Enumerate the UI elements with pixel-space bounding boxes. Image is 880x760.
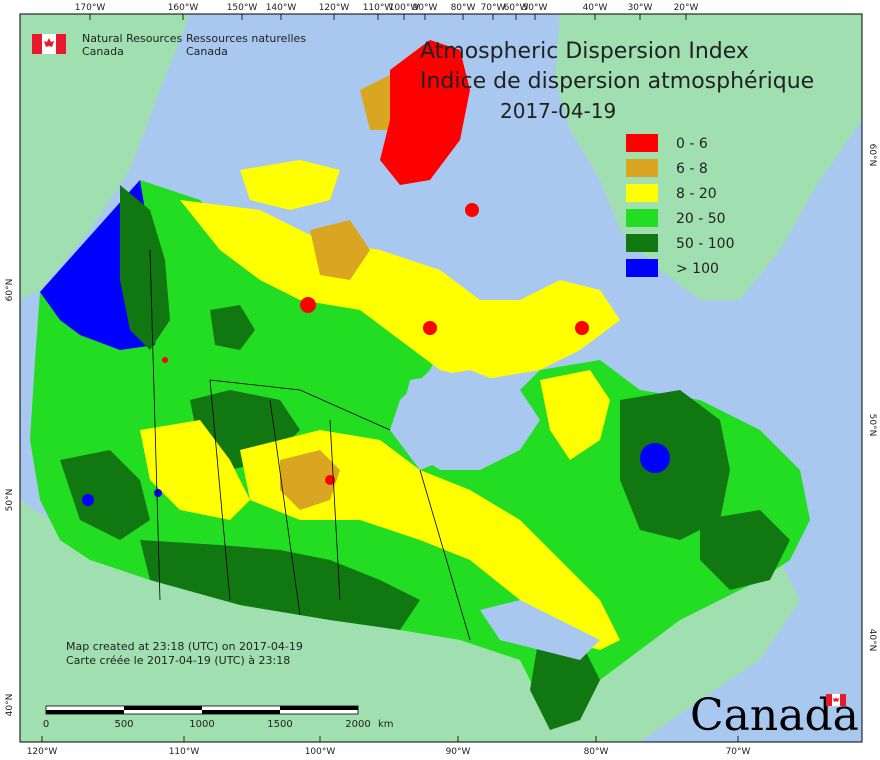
- scale-bar-labels: 0 500 1000 1500 2000 km: [43, 719, 394, 730]
- bottom-longitude-labels: 120°W 110°W 100°W 90°W 80°W 70°W: [27, 736, 751, 757]
- legend-label: > 100: [676, 261, 719, 277]
- left-lat-label: 60°N: [5, 279, 15, 302]
- dark-green-maritimes: [700, 510, 790, 590]
- right-lat-label: 50°N: [867, 414, 877, 437]
- bottom-lon-label: 90°W: [446, 747, 471, 757]
- red-spot: [423, 321, 437, 335]
- agency-logo: [32, 34, 66, 54]
- yellow-prairie: [140, 420, 250, 520]
- alaska: [20, 14, 190, 300]
- legend-label: 50 - 100: [676, 236, 735, 252]
- great-lakes: [480, 600, 600, 660]
- legend-swatch: [626, 184, 658, 202]
- legend-label: 0 - 6: [676, 136, 708, 152]
- red-spot: [575, 321, 589, 335]
- created-fr: Carte créée le 2017-04-19 (UTC) à 23:18: [66, 654, 290, 667]
- map-frame: [19, 13, 863, 743]
- top-lon-label: 160°W: [168, 3, 199, 13]
- top-lon-label: 140°W: [266, 3, 297, 13]
- top-lon-label: 120°W: [319, 3, 350, 13]
- dark-green-islands: [210, 305, 255, 350]
- united-states: [20, 500, 800, 742]
- created-en: Map created at 23:18 (UTC) on 2017-04-19: [66, 640, 303, 653]
- dark-green-prairie: [140, 540, 420, 630]
- legend-label: 8 - 20: [676, 186, 717, 202]
- agency-fr-line2: Canada: [186, 45, 228, 58]
- scale-tick-label: 1500: [267, 719, 292, 730]
- top-lon-label: 90°W: [413, 3, 438, 13]
- orange-manitoba: [280, 450, 340, 510]
- top-lon-label: 60°W: [504, 3, 529, 13]
- legend-swatch: [626, 234, 658, 252]
- bottom-lon-label: 100°W: [305, 747, 336, 757]
- left-latitude-labels: 60°N 50°N 40°N: [5, 279, 15, 717]
- scale-tick-label: 500: [114, 719, 133, 730]
- agency-en-line2: Canada: [82, 45, 124, 58]
- top-lon-label: 170°W: [75, 3, 106, 13]
- top-lon-label: 150°W: [227, 3, 258, 13]
- top-lon-label: 20°W: [674, 3, 699, 13]
- legend-swatch: [626, 159, 658, 177]
- dark-green-bc: [60, 450, 150, 540]
- dark-green-quebec: [620, 390, 730, 540]
- top-lon-label: 110°W: [363, 3, 394, 13]
- bottom-lon-label: 70°W: [726, 747, 751, 757]
- scale-tick-label: 2000: [345, 719, 370, 730]
- scale-tick-label: 1000: [189, 719, 214, 730]
- legend-label: 20 - 50: [676, 211, 726, 227]
- legend-swatch: [626, 259, 658, 277]
- red-spot: [325, 475, 335, 485]
- agency-en-line1: Natural Resources: [82, 32, 183, 45]
- title-date: 2017-04-19: [500, 99, 616, 123]
- bottom-lon-label: 80°W: [584, 747, 609, 757]
- legend: 0 - 6 6 - 8 8 - 20 20 - 50 50 - 100 > 100: [626, 134, 735, 277]
- bottom-lon-label: 110°W: [169, 747, 200, 757]
- legend-swatch: [626, 209, 658, 227]
- scale-unit: km: [378, 719, 394, 730]
- right-latitude-labels: 60°N 50°N 40°N: [867, 144, 877, 652]
- yellow-labrador: [540, 370, 610, 460]
- top-lon-label: 40°W: [583, 3, 608, 13]
- wordmark-flag: [826, 694, 846, 706]
- dark-green-nw: [120, 185, 170, 350]
- red-ellesmere: [380, 40, 470, 185]
- agency-fr-line1: Ressources naturelles: [186, 32, 306, 45]
- top-lon-label: 50°W: [523, 3, 548, 13]
- red-spot: [162, 357, 168, 363]
- yellow-north: [180, 200, 620, 380]
- legend-label: 6 - 8: [676, 161, 708, 177]
- right-lat-label: 60°N: [867, 144, 877, 167]
- red-spot: [300, 297, 316, 313]
- scale-tick-label: 0: [43, 719, 49, 730]
- top-lon-label: 70°W: [481, 3, 506, 13]
- legend-swatch: [626, 134, 658, 152]
- title-fr: Indice de dispersion atmosphérique: [420, 69, 814, 94]
- blue-spot-bc: [82, 494, 94, 506]
- scale-bar: [45, 705, 359, 715]
- greenland: [555, 14, 862, 300]
- blue-spot: [154, 489, 162, 497]
- left-lat-label: 40°N: [5, 694, 15, 717]
- red-spot: [465, 203, 479, 217]
- yellow-arctic: [240, 160, 340, 210]
- left-lat-label: 50°N: [5, 489, 15, 512]
- orange-arctic: [310, 220, 370, 280]
- blue-spot-quebec: [640, 443, 670, 473]
- hudson-bay: [400, 370, 540, 470]
- top-lon-label: 30°W: [628, 3, 653, 13]
- province-borders: [149, 249, 471, 641]
- bottom-lon-label: 120°W: [27, 747, 58, 757]
- right-lat-label: 40°N: [867, 629, 877, 652]
- top-lon-label: 80°W: [451, 3, 476, 13]
- title-en: Atmospheric Dispersion Index: [420, 39, 749, 64]
- top-lon-label: 100°W: [389, 3, 420, 13]
